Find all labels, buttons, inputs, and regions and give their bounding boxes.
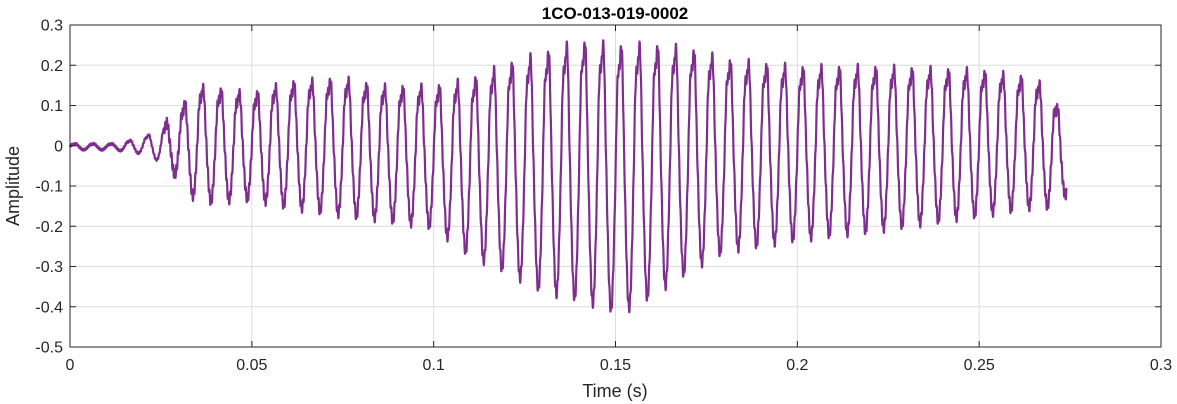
x-tick-label: 0.3 <box>1150 357 1172 374</box>
x-tick-label: 0.1 <box>423 357 445 374</box>
x-axis-label: Time (s) <box>582 381 647 401</box>
signal-line <box>68 39 1068 314</box>
y-tick-label: 0.1 <box>41 98 63 115</box>
y-tick-label: 0 <box>54 138 63 155</box>
y-tick-label: -0.5 <box>35 340 63 357</box>
y-tick-label: 0.2 <box>41 58 63 75</box>
y-tick-label: -0.4 <box>35 299 63 316</box>
axis-ticks <box>69 24 1162 348</box>
x-tick-label: 0.15 <box>600 357 631 374</box>
x-tick-label: 0.25 <box>964 357 995 374</box>
x-tick-label: 0.2 <box>786 357 808 374</box>
y-tick-label: -0.2 <box>35 219 63 236</box>
x-tick-label: 0.05 <box>236 357 267 374</box>
y-axis-label: Amplitude <box>3 146 23 226</box>
x-tick-labels: 0 0.05 0.1 0.15 0.2 0.25 0.3 <box>66 357 1173 374</box>
y-tick-label: 0.3 <box>41 18 63 35</box>
y-tick-label: -0.3 <box>35 259 63 276</box>
x-tick-label: 0 <box>66 357 75 374</box>
y-tick-labels: -0.5 -0.4 -0.3 -0.2 -0.1 0 0.1 0.2 0.3 <box>35 18 63 357</box>
y-tick-label: -0.1 <box>35 179 63 196</box>
chart-title: 1CO-013-019-0002 <box>542 4 688 23</box>
